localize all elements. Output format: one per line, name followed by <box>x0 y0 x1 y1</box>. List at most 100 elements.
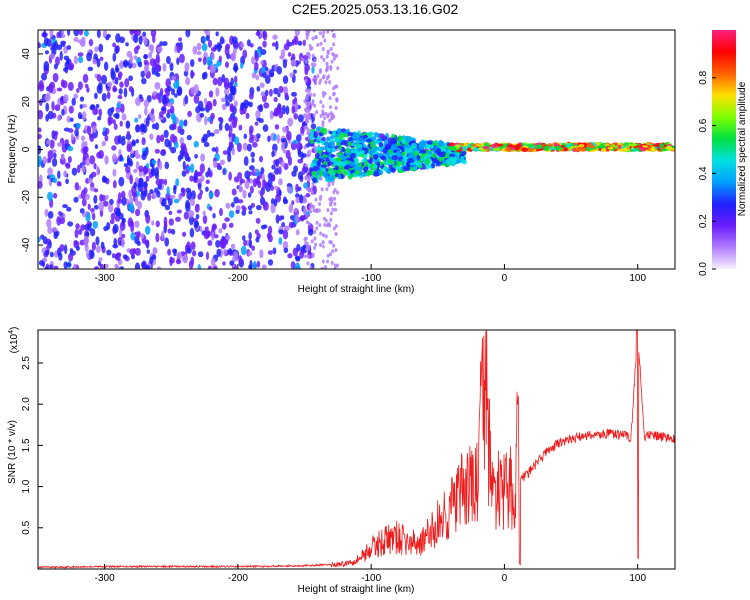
spectrogram-cell <box>244 170 251 180</box>
spectrogram-cell <box>255 74 260 81</box>
spectrogram-cell <box>77 228 83 235</box>
spectrogram-cell <box>566 143 571 148</box>
spectrogram-cell <box>114 66 120 73</box>
spectrogram-cell <box>116 108 121 113</box>
spectrogram-cell <box>379 152 383 157</box>
spectrogram-cell <box>121 196 127 206</box>
spectrogram-cell <box>197 251 204 258</box>
spectrogram-cell <box>310 75 314 80</box>
spectrogram-cell <box>307 115 311 120</box>
spectrogram-cell <box>326 147 331 153</box>
spectrogram-cell <box>332 86 336 91</box>
spectrogram-cell <box>49 264 54 269</box>
spectrogram-cell <box>111 153 118 164</box>
spectrogram-cell <box>178 193 182 201</box>
spectrogram-cell <box>307 228 314 236</box>
spectrogram-cell <box>310 239 314 244</box>
colorbar-tick-label: 0.2 <box>698 214 709 228</box>
spectrogram-cell <box>413 160 420 165</box>
spectrogram-cell <box>164 161 170 170</box>
spectrogram-cell <box>319 99 323 104</box>
spectrogram-cell <box>44 266 50 269</box>
spectrogram-cell <box>310 190 314 195</box>
spectrogram-cell <box>321 123 325 128</box>
spectrogram-cell <box>69 117 74 122</box>
spectrogram-cell <box>168 210 173 216</box>
spectrogram-cell <box>233 196 239 204</box>
spectrogram-cell <box>92 220 99 229</box>
spectrogram-cell <box>272 111 279 117</box>
spectrogram-cell <box>166 186 170 196</box>
spectrogram-cell <box>74 128 79 137</box>
spectrogram-cell <box>208 191 214 199</box>
spectrogram-cell <box>402 166 408 172</box>
spectrogram-cell <box>144 225 151 235</box>
spectrogram-cell <box>216 248 222 258</box>
spectrogram-cell <box>182 231 187 237</box>
spectrogram-cell <box>117 192 122 202</box>
spectrogram-cell <box>460 155 465 162</box>
spectrogram-cell <box>309 133 315 140</box>
colorbar-label: Normalized spectral amplitude <box>737 81 748 216</box>
spectrogram-cell <box>112 85 117 93</box>
spectrogram-cell <box>333 169 338 175</box>
spectrogram-cell <box>309 209 313 214</box>
spectrogram-cell <box>135 124 141 133</box>
snr-x-tick-label: -100 <box>361 573 381 584</box>
spectrogram-cell <box>48 240 52 249</box>
spectrogram-cell <box>109 218 115 225</box>
spectrogram-cell <box>163 178 168 186</box>
spectrogram-cell <box>328 167 334 172</box>
spectrogram-cell <box>323 222 327 227</box>
spectrogram-cell <box>228 132 232 138</box>
spectrogram-cell <box>333 196 337 201</box>
spectrogram-cell <box>242 142 249 151</box>
spectrogram-cell <box>365 138 373 143</box>
spectrogram-cell <box>112 180 117 189</box>
spectrogram-cell <box>140 70 145 79</box>
spectrogram-cell <box>150 30 157 38</box>
spectrogram-cell <box>83 30 89 37</box>
spectrogram-cell <box>507 144 515 148</box>
spectrogram-cell <box>117 73 122 81</box>
spectrogram-cell <box>75 223 80 230</box>
spectrogram-cell <box>331 249 335 254</box>
spectrogram-cell <box>183 211 190 220</box>
spectrogram-cell <box>63 94 69 103</box>
spectrogram-cell <box>308 119 312 124</box>
spectrogram-cell <box>90 104 96 109</box>
spectrogram-cell <box>401 147 405 153</box>
spectrogram-cell <box>179 53 185 64</box>
spectrogram-cell <box>311 181 315 186</box>
spectrogram-cell <box>262 179 267 190</box>
spectrogram-cell <box>392 146 399 151</box>
spectrogram-cell <box>534 144 543 150</box>
spectrogram-cell <box>72 263 77 269</box>
spectrogram-cell <box>207 265 213 269</box>
spectrogram-cell <box>281 222 286 228</box>
spectrogram-cell <box>163 129 169 139</box>
spectrogram-cell <box>201 43 208 52</box>
spectrogram-cell <box>64 61 70 70</box>
spectrogram-cell <box>84 193 90 200</box>
spectrogram-cell <box>244 180 250 190</box>
spectrogram-cell <box>242 49 248 59</box>
spectrogram-cell <box>160 230 165 240</box>
spectrogram-cell <box>66 206 72 212</box>
spectrogram-cell <box>141 181 148 188</box>
spectrogram-cell <box>199 112 205 118</box>
spectrogram-cell <box>408 147 413 153</box>
spectrogram-cell <box>305 52 309 57</box>
spectrogram-cell <box>331 147 336 153</box>
spectrogram-cell <box>38 98 43 107</box>
spectrogram-cell <box>204 115 208 126</box>
spectrogram-cell <box>203 97 208 104</box>
spectrogram-cell <box>115 33 121 43</box>
spectrogram-cell <box>134 208 141 217</box>
spectrogram-cell <box>243 239 247 247</box>
spectrogram-cell <box>607 146 614 150</box>
spectrogram-x-tick-label: -100 <box>361 273 381 284</box>
spectrogram-cell <box>222 150 228 155</box>
spectrogram-cell <box>274 185 278 191</box>
